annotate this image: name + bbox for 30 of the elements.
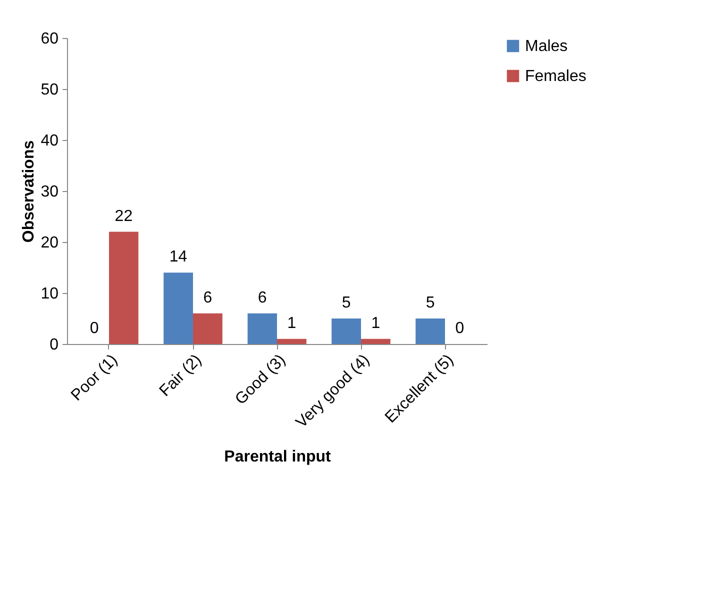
bar	[193, 313, 222, 344]
legend-label: Females	[525, 68, 586, 85]
bar	[416, 318, 445, 344]
bar	[164, 272, 193, 344]
bar	[332, 318, 361, 344]
data-label: 5	[342, 294, 351, 312]
data-label: 6	[203, 289, 212, 306]
x-tick-label: Fair (2)	[156, 352, 206, 400]
bar	[109, 232, 138, 344]
data-label: 22	[114, 208, 133, 225]
data-label: 0	[90, 320, 99, 337]
data-label: 6	[258, 289, 267, 306]
y-tick-label: 0	[50, 336, 59, 354]
y-tick-label: 50	[40, 82, 59, 98]
data-label: 1	[371, 314, 380, 332]
y-tick-label: 10	[40, 286, 59, 302]
x-axis-title: Parental input	[224, 448, 332, 466]
data-label: 1	[287, 314, 296, 332]
legend-label: Males	[525, 38, 568, 55]
bar	[248, 313, 277, 344]
data-label: 0	[455, 320, 464, 337]
bar	[361, 338, 390, 344]
y-tick-label: 60	[40, 30, 59, 48]
bar	[277, 338, 306, 344]
y-axis-title: Observations	[20, 140, 38, 243]
data-label: 5	[426, 294, 435, 312]
y-tick-label: 30	[40, 184, 59, 200]
y-tick-label: 20	[40, 234, 59, 252]
y-tick-label: 40	[40, 132, 59, 150]
data-label: 14	[169, 248, 188, 266]
